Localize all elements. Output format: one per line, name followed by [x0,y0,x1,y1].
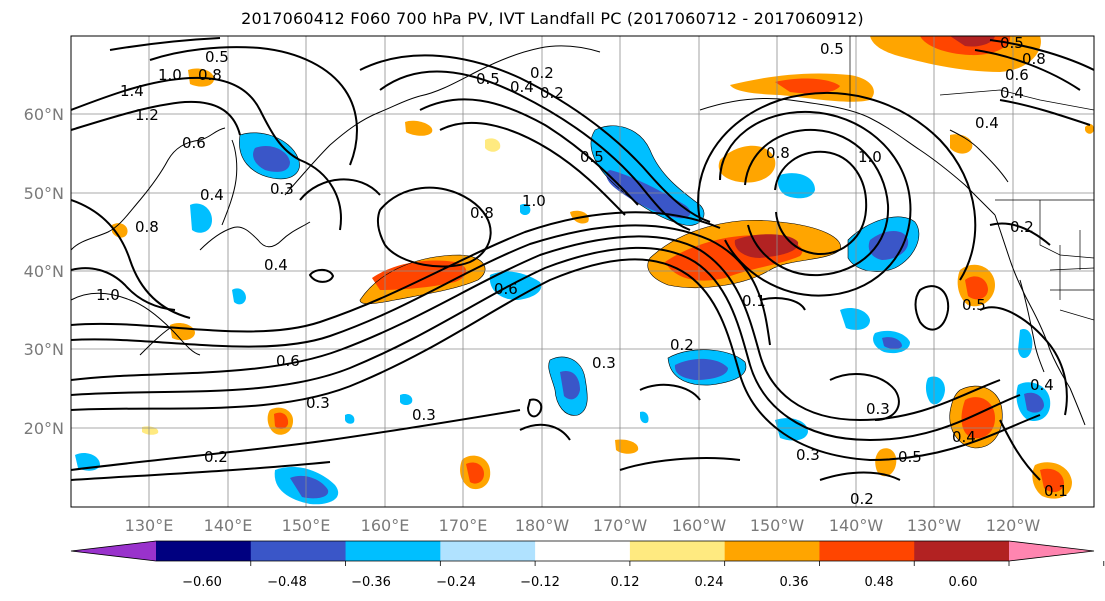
map-panel: 0.5 1.0 0.8 1.4 1.2 0.6 0.3 0.4 0.8 0.4 … [70,34,1095,508]
contour-labels: 0.5 1.0 0.8 1.4 1.2 0.6 0.3 0.4 0.8 0.4 … [96,34,1068,508]
contour-label: 0.4 [510,78,534,96]
contour-label: 0.3 [592,354,616,372]
contour-label: 0.3 [796,446,820,464]
lon-label: 140°W [829,516,884,535]
lat-label: 30°N [24,340,64,359]
longitude-labels: 130°E 140°E 150°E 160°E 170°E 180°W 170°… [125,516,1041,535]
colorbar-segment [629,541,726,561]
lon-label: 150°E [282,516,331,535]
colorbar-segment [819,541,915,561]
contour-label: 0.8 [470,204,494,222]
contour-label: 1.2 [135,106,159,124]
coastlines [71,45,1086,426]
lon-label: 180°W [515,516,570,535]
contour-label: 0.2 [850,490,874,508]
contour-label: 0.2 [1010,218,1034,236]
contour-label: 0.6 [1005,66,1029,84]
colorbar: −0.60 −0.48 −0.36 −0.24 −0.12 0.12 0.24 … [70,540,1105,590]
contour-label: 0.4 [200,186,224,204]
lat-label: 60°N [24,105,64,124]
lon-label: 160°W [672,516,727,535]
contour-label: 0.6 [182,134,206,152]
lon-label: 170°W [593,516,648,535]
colorbar-tick-label: −0.48 [267,575,307,590]
map-frame [70,35,1095,508]
colorbar-segment [250,541,347,561]
colorbar-segment [1009,541,1094,561]
contour-label: 0.6 [494,280,518,298]
contour-label: 1.0 [522,192,546,210]
colorbar-tick-label: 0.36 [780,575,809,590]
contour-label: 0.8 [1022,50,1046,68]
shading-outlines [239,125,1003,449]
colorbar-segment [914,541,1010,561]
contour-label: 0.4 [975,114,999,132]
lon-label: 140°E [204,516,253,535]
contour-label: 1.0 [858,148,882,166]
colorbar-segment [724,541,820,561]
colorbar-segment [345,541,441,561]
contour-label: 0.1 [1044,482,1068,500]
colorbar-outline [70,540,1095,562]
contour-label: 0.3 [412,406,436,424]
colorbar-tick-label: 0.24 [695,575,724,590]
contour-label: 0.3 [306,394,330,412]
lon-label: 160°E [361,516,410,535]
lon-label: 130°E [125,516,174,535]
pv-contours [71,37,1094,481]
colorbar-segment [156,541,252,561]
contour-label: 0.2 [204,448,228,466]
contour-label: 0.8 [766,144,790,162]
graticule [71,36,1094,507]
colorbar-tick-label: −0.36 [351,575,391,590]
contour-label: 0.8 [198,66,222,84]
pc-shading [75,36,1094,505]
contour-label: 0.1 [742,292,766,310]
lon-label: 120°W [986,516,1041,535]
contour-label: 0.6 [276,352,300,370]
lat-label: 50°N [24,184,64,203]
lon-label: 170°E [439,516,488,535]
contour-label: 1.4 [120,82,144,100]
latitude-labels: 60°N 50°N 40°N 30°N 20°N [24,105,64,438]
contour-label: 0.5 [476,70,500,88]
colorbar-tick-label: 0.12 [611,575,640,590]
contour-label: 0.5 [580,148,604,166]
map-title: 2017060412 F060 700 hPa PV, IVT Landfall… [241,9,864,28]
political-borders [849,36,1094,321]
contour-label: 0.8 [135,218,159,236]
colorbar-segment [440,541,536,561]
contour-label: 0.4 [264,256,288,274]
contour-label: 0.5 [205,48,229,66]
lon-label: 150°W [750,516,805,535]
colorbar-tick-label: 0.60 [949,575,978,590]
colorbar-tick-label: −0.24 [436,575,476,590]
contour-label: 1.0 [158,66,182,84]
colorbar-segment [71,541,156,561]
contour-label: 1.0 [96,286,120,304]
contour-label: 0.3 [866,400,890,418]
contour-label: 0.2 [670,336,694,354]
contour-label: 0.3 [270,180,294,198]
colorbar-tick-label: 0.48 [865,575,894,590]
lon-label: 130°W [907,516,962,535]
contour-label: 0.4 [1000,84,1024,102]
colorbar-tick-label: −0.60 [182,575,222,590]
colorbar-tick-label: −0.12 [520,575,560,590]
contour-label: 0.5 [898,448,922,466]
contour-label: 0.4 [1030,376,1054,394]
lat-label: 40°N [24,262,64,281]
lat-label: 20°N [24,419,64,438]
colorbar-segment [535,541,631,561]
contour-label: 0.5 [1000,34,1024,52]
contour-label: 0.4 [952,428,976,446]
contour-label: 0.5 [820,40,844,58]
contour-label: 0.2 [530,64,554,82]
contour-label: 0.2 [540,84,564,102]
contour-label: 0.5 [962,296,986,314]
